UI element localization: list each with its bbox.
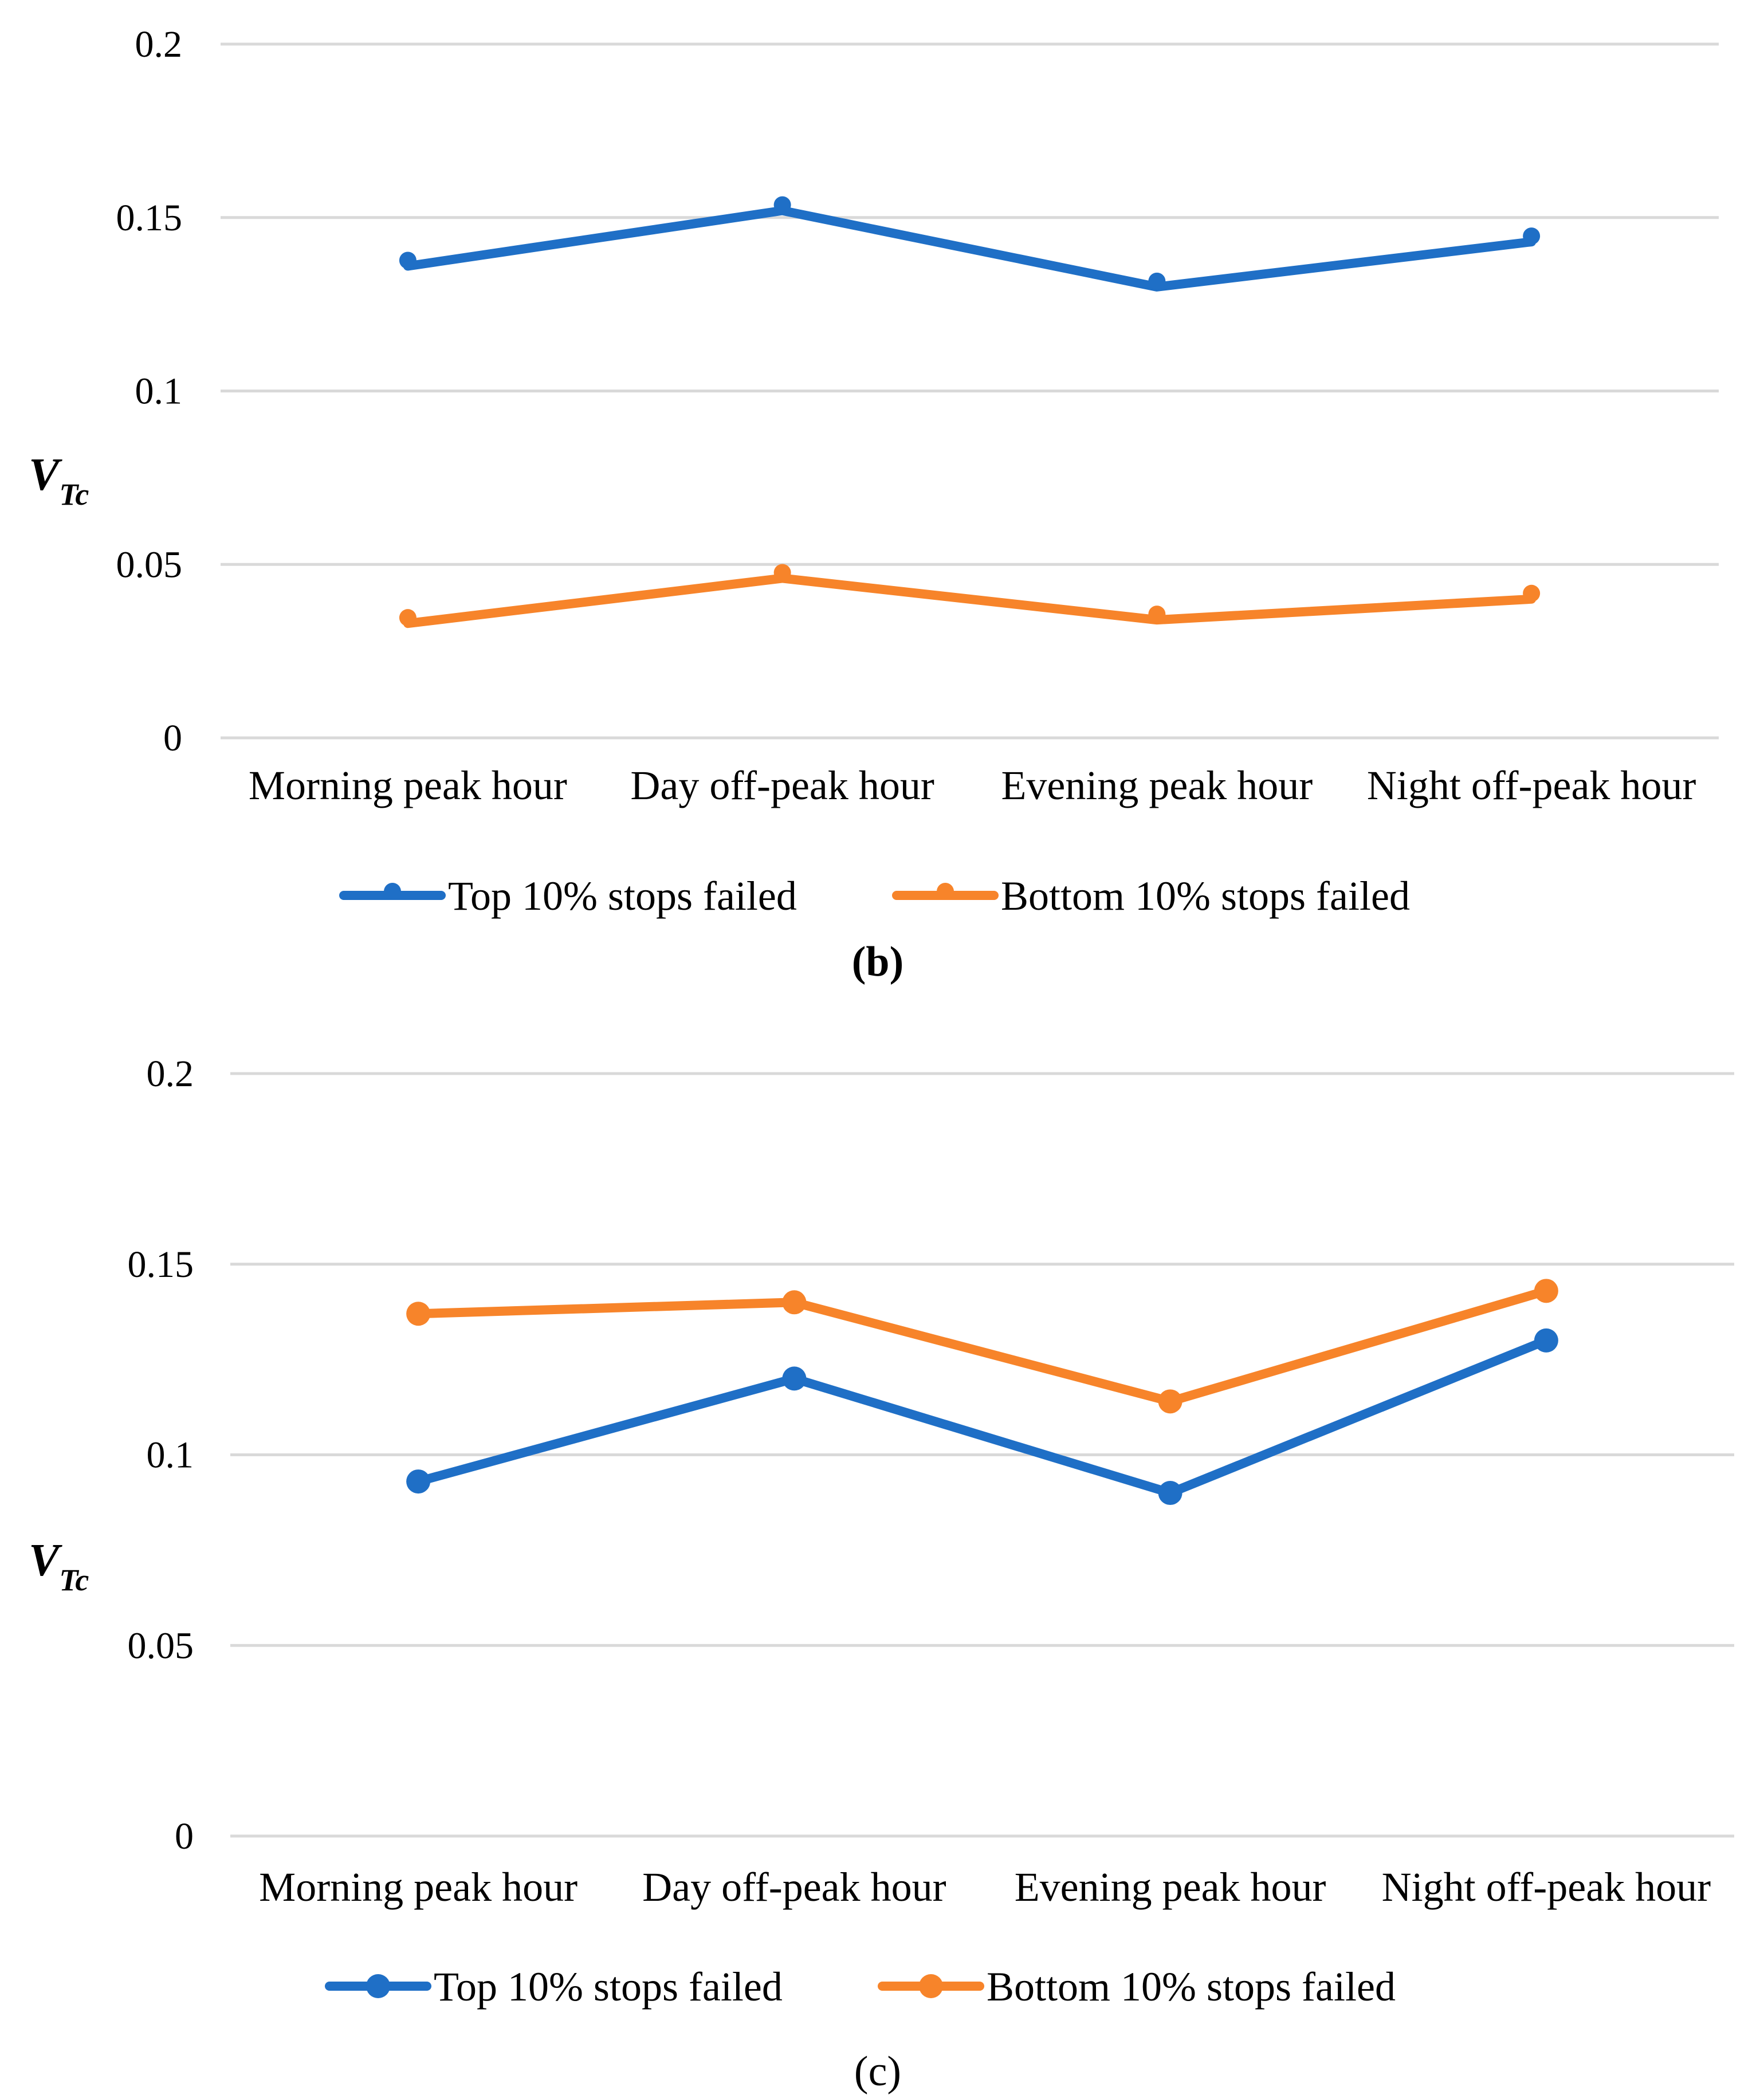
- legend-marker: [937, 883, 954, 900]
- chart-panel-c: 0 0.05 0.1 0.15 0.2 Morning peak hour Day off-…: [29, 1053, 1734, 2095]
- data-point: [1148, 606, 1166, 623]
- panel-label: (c): [854, 2048, 901, 2095]
- x-tick-label: Day off-peak hour: [642, 1864, 946, 1910]
- data-point: [399, 609, 417, 627]
- data-point: [1534, 1279, 1558, 1303]
- legend-label: Top 10% stops failed: [448, 873, 797, 919]
- panel-label: (b): [852, 938, 903, 985]
- data-point: [782, 1366, 807, 1391]
- legend-label: Bottom 10% stops failed: [1001, 873, 1410, 919]
- legend-marker: [919, 1974, 943, 1998]
- legend-marker: [366, 1974, 390, 1998]
- x-tick-label: Day off-peak hour: [630, 762, 934, 808]
- x-tick-label: Morning peak hour: [249, 762, 567, 808]
- y-tick-label: 0: [175, 1815, 194, 1857]
- data-point: [1534, 1328, 1558, 1353]
- data-point: [773, 196, 791, 214]
- y-tick-label: 0.15: [128, 1244, 194, 1286]
- legend-label: Bottom 10% stops failed: [987, 1964, 1396, 2010]
- x-tick-label: Night off-peak hour: [1382, 1864, 1711, 1910]
- data-point: [773, 564, 791, 581]
- x-tick-label: Evening peak hour: [1001, 762, 1313, 808]
- chart-panel-b: 0 0.05 0.1 0.15 0.2 Morning peak hour Day off-…: [29, 23, 1719, 985]
- legend-label: Top 10% stops failed: [434, 1964, 783, 2010]
- data-point: [1158, 1389, 1182, 1414]
- y-axis-label: VTc: [29, 450, 89, 512]
- series-line: [403, 206, 1537, 292]
- data-point: [782, 1290, 807, 1315]
- series-line: [414, 1335, 1551, 1498]
- data-point: [399, 251, 417, 269]
- y-tick-label: 0.15: [116, 197, 183, 239]
- y-tick-label: 0.1: [147, 1434, 194, 1476]
- y-tick-label: 0.2: [147, 1053, 194, 1095]
- y-tick-label: 0.1: [135, 371, 183, 412]
- x-tick-label: Evening peak hour: [1015, 1864, 1326, 1910]
- data-point: [1523, 227, 1541, 245]
- y-axis-label: VTc: [29, 1535, 89, 1597]
- series-line: [414, 1286, 1551, 1406]
- y-tick-label: 0.05: [116, 544, 183, 585]
- data-point: [406, 1302, 431, 1326]
- data-point: [1158, 1481, 1182, 1506]
- x-tick-label: Night off-peak hour: [1367, 762, 1696, 808]
- y-tick-label: 0.05: [128, 1625, 194, 1666]
- y-tick-label: 0.2: [135, 23, 183, 65]
- y-tick-label: 0: [163, 717, 182, 759]
- legend-marker: [384, 883, 401, 900]
- data-point: [1523, 584, 1541, 602]
- data-point: [1148, 272, 1166, 290]
- series-line: [403, 573, 1537, 628]
- x-tick-label: Morning peak hour: [259, 1864, 577, 1910]
- data-point: [406, 1469, 431, 1494]
